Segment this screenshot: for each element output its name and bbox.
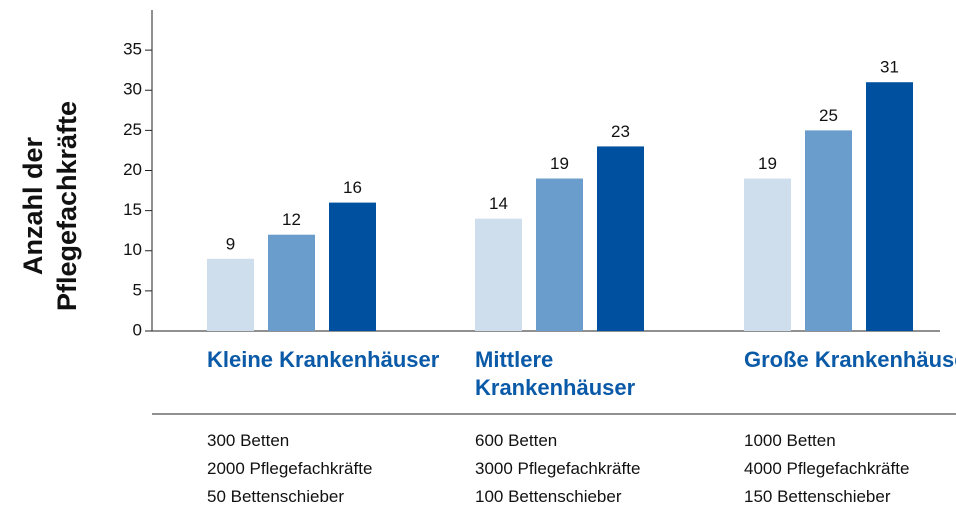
value-label: 31 [880, 58, 899, 77]
value-label: 14 [489, 194, 508, 213]
value-label: 19 [758, 154, 777, 173]
y-tick-label: 5 [133, 280, 142, 299]
bar [597, 146, 644, 331]
category-label: Kleine Krankenhäuser [207, 347, 440, 372]
group-detail: 150 Bettenschieber [744, 487, 891, 505]
value-label: 19 [550, 154, 569, 173]
y-tick-label: 15 [123, 200, 142, 219]
y-tick-label: 35 [123, 40, 142, 59]
category-label: Mittlere Krankenhäuser [475, 347, 636, 400]
bar [536, 178, 583, 331]
bar [329, 202, 376, 331]
group-detail: 1000 Betten [744, 431, 836, 450]
y-tick-label: 30 [123, 80, 142, 99]
group-detail: 300 Betten [207, 431, 290, 450]
category-label: Große Krankenhäuser [744, 347, 956, 372]
y-tick-label: 25 [123, 120, 142, 139]
bar [744, 178, 791, 331]
group-detail: 50 Bettenschieber [207, 487, 345, 505]
bar [475, 218, 522, 331]
y-tick-label: 0 [133, 320, 142, 339]
y-axis-label: Anzahl der Pflegefachkräfte [18, 100, 82, 312]
bar [866, 82, 913, 331]
value-label: 25 [819, 106, 838, 125]
bar [207, 258, 254, 331]
group-detail: 3000 Pflegefachkräfte [475, 459, 641, 478]
group-detail: 2000 Pflegefachkräfte [207, 459, 373, 478]
group-detail: 4000 Pflegefachkräfte [744, 459, 910, 478]
bar [268, 234, 315, 331]
group-detail: 100 Bettenschieber [475, 487, 622, 505]
bar [805, 130, 852, 331]
value-label: 23 [611, 122, 630, 141]
y-tick-label: 10 [123, 240, 142, 259]
value-label: 16 [343, 178, 362, 197]
group-detail: 600 Betten [475, 431, 558, 450]
value-label: 9 [226, 234, 235, 253]
y-tick-label: 20 [123, 160, 142, 179]
value-label: 12 [282, 210, 301, 229]
